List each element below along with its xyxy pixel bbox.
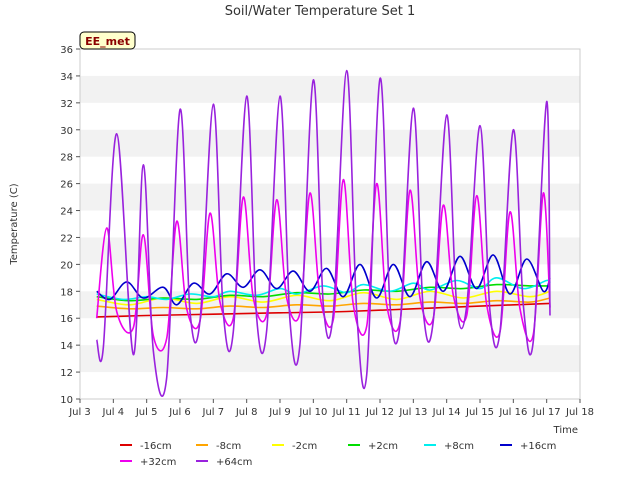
y-tick-label: 10 [60,395,73,406]
grid-band [80,75,580,103]
x-tick-label: Jul 8 [235,407,258,418]
y-tick-label: 28 [60,153,73,164]
grid-bands [80,75,580,373]
legend-label: +32cm [140,457,176,468]
station-label: EE_met [85,35,130,48]
legend-label: +64cm [216,457,252,468]
y-tick-label: 20 [60,260,73,271]
series-line-6 [95,178,551,352]
series-line-5 [96,254,551,306]
y-tick-label: 34 [60,72,73,83]
x-tick-label: Jul 5 [135,407,158,418]
x-tick-label: Jul 16 [498,407,527,418]
legend-item: -16cm [120,441,172,452]
y-tick-label: 24 [60,207,73,218]
y-tick-label: 16 [60,314,73,325]
x-tick-label: Jul 12 [365,407,394,418]
y-axis-label: Temperature (C) [9,183,20,265]
x-tick-label: Jul 14 [432,407,461,418]
legend-label: +16cm [520,441,556,452]
legend-label: -8cm [216,441,241,452]
legend-item: +64cm [196,457,252,468]
legend-item: -2cm [272,441,317,452]
y-tick-label: 30 [60,126,73,137]
y-tick-label: 26 [60,180,73,191]
x-tick-label: Jul 7 [202,407,225,418]
x-tick-label: Jul 18 [565,407,594,418]
legend-item: +32cm [120,457,176,468]
y-tick-label: 22 [60,233,73,244]
y-tick-label: 12 [60,368,73,379]
legend: -16cm -8cm -2cm +2cm +8cm +16cm +32cm +64cm [120,441,556,468]
legend-item: -8cm [196,441,241,452]
x-tick-label: Jul 4 [102,407,125,418]
series-line-7 [95,69,551,397]
x-axis: Jul 3 Jul 4 Jul 5 Jul 6 Jul 7 Jul 8 Jul 9 Jul 1… [68,399,594,418]
y-tick-label: 18 [60,287,73,298]
legend-item: +8cm [424,441,474,452]
grid-band [80,129,580,157]
legend-item: +2cm [348,441,398,452]
grid-band [80,183,580,211]
series-line-0 [96,302,551,318]
legend-label: -16cm [140,441,172,452]
x-tick-label: Jul 17 [532,407,561,418]
y-tick-label: 14 [60,341,73,352]
y-axis: 10 12 14 16 18 20 22 24 26 28 30 32 34 36 [60,45,80,406]
x-tick-label: Jul 11 [332,407,361,418]
series-lines [95,69,551,397]
x-tick-label: Jul 6 [168,407,191,418]
x-axis-label: Time [553,425,578,436]
x-tick-label: Jul 13 [398,407,427,418]
legend-item: +16cm [500,441,556,452]
plot-frame [79,48,581,400]
legend-label: +2cm [368,441,398,452]
legend-label: -2cm [292,441,317,452]
legend-label: +8cm [444,441,474,452]
station-label-box: EE_met [79,31,136,50]
x-tick-label: Jul 3 [68,407,91,418]
x-tick-label: Jul 15 [465,407,494,418]
y-tick-label: 32 [60,99,73,110]
x-tick-label: Jul 10 [298,407,327,418]
station-label-frame [79,31,136,50]
chart-title: Soil/Water Temperature Set 1 [225,4,416,19]
y-tick-label: 36 [60,45,73,56]
x-tick-label: Jul 9 [268,407,291,418]
